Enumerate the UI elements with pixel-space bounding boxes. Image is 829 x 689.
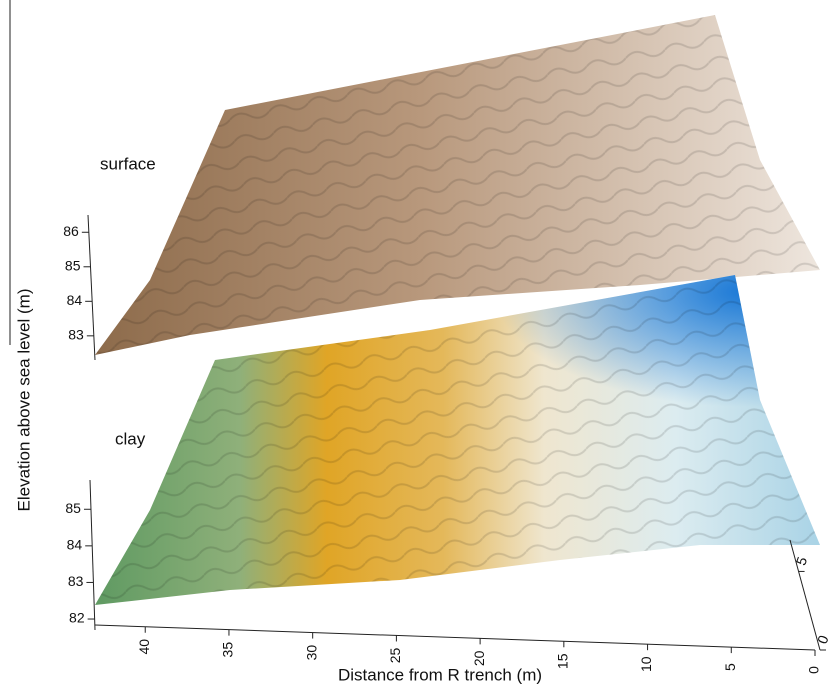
x-tick-label: 35 — [220, 642, 236, 658]
z-tick-label: 85 — [65, 500, 81, 516]
x-axis-line — [95, 625, 815, 650]
z-tick-label: 83 — [68, 573, 84, 589]
surface-label: clay — [115, 429, 146, 448]
z-tick-label: 85 — [65, 257, 81, 273]
chart: surface clay Elevation above sea level (… — [0, 0, 829, 689]
x-tick-label: 30 — [303, 645, 319, 661]
x-tick-label: 5 — [722, 663, 738, 671]
x-tick-label: 25 — [387, 647, 403, 663]
z-axis-line — [88, 215, 95, 360]
z-tick-label: 86 — [63, 223, 79, 239]
y-tick-label: 5 — [793, 554, 811, 567]
x-tick-label: 20 — [471, 650, 487, 666]
y-tick-label: 0 — [814, 633, 829, 646]
surface-label: surface — [100, 154, 156, 173]
z-axis-title: Elevation above sea level (m) — [14, 288, 33, 511]
x-tick-label: 0 — [806, 666, 822, 674]
x-tick-label: 15 — [555, 653, 571, 669]
z-tick-label: 82 — [69, 610, 85, 626]
z-tick-label: 83 — [68, 327, 84, 343]
x-tick-label: 40 — [136, 639, 152, 655]
x-axis-title: Distance from R trench (m) — [338, 665, 542, 684]
x-tick-label: 10 — [638, 656, 654, 672]
z-tick-label: 84 — [67, 292, 83, 308]
z-tick-label: 84 — [67, 537, 83, 553]
z-axis-line — [90, 480, 95, 630]
